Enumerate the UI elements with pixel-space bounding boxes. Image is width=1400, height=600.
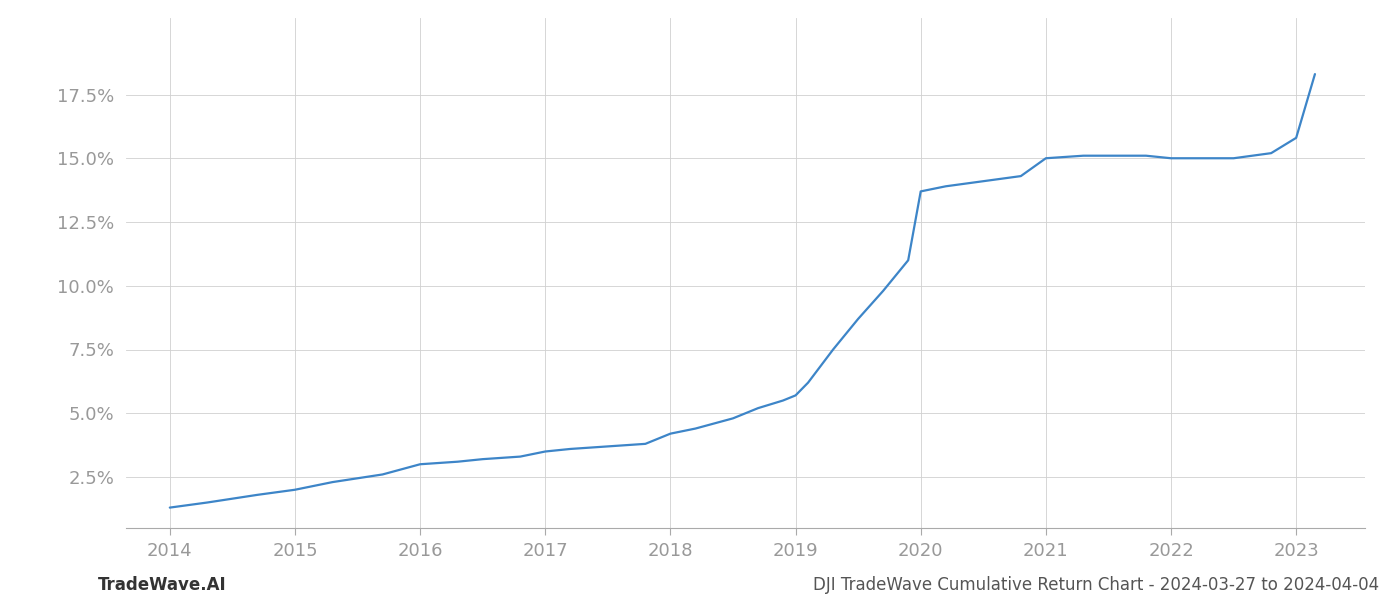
Text: TradeWave.AI: TradeWave.AI (98, 576, 227, 594)
Text: DJI TradeWave Cumulative Return Chart - 2024-03-27 to 2024-04-04: DJI TradeWave Cumulative Return Chart - … (813, 576, 1379, 594)
